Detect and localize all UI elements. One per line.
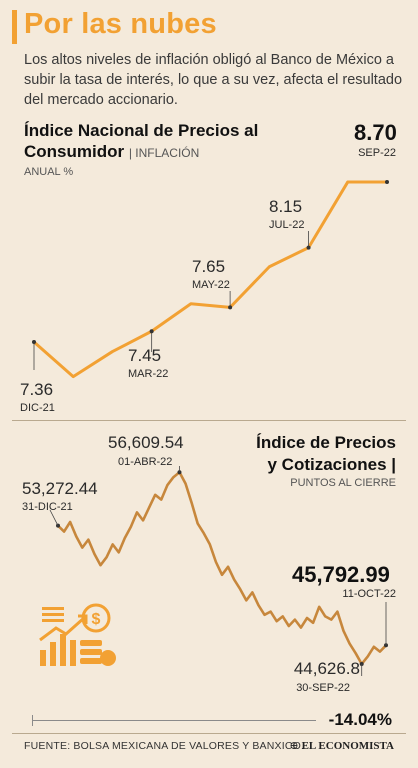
ipc-peak-date: 01-ABR-22 xyxy=(118,456,172,468)
inflation-callout-value: 7.65 xyxy=(192,257,225,276)
inflation-title-light: | INFLACIÓN xyxy=(128,146,200,160)
brand-logo: ⊕ EL ECONOMISTA xyxy=(289,740,394,752)
change-summary: -14.04% xyxy=(12,709,406,731)
ipc-latest-value: 45,792.99 xyxy=(292,562,390,587)
change-value: -14.04% xyxy=(328,710,392,729)
inflation-point-feb-22 xyxy=(111,350,114,353)
inflation-callout-dot xyxy=(228,305,233,310)
ipc-peak-value: 56,609.54 xyxy=(108,433,184,452)
inflation-callout-date: MAY-22 xyxy=(192,279,230,291)
inflation-callout-value: 8.15 xyxy=(269,197,302,216)
change-line xyxy=(32,720,316,721)
footer: FUENTE: BOLSA MEXICANA DE VALORES Y BANX… xyxy=(12,736,406,760)
inflation-callout-date: MAR-22 xyxy=(128,368,168,380)
page-subtitle: Los altos niveles de inflación obligó al… xyxy=(24,52,403,108)
inflation-callout-dot xyxy=(149,329,154,334)
ipc-start-date: 31-DIC-21 xyxy=(22,501,73,513)
ipc-units: PUNTOS AL CIERRE xyxy=(290,477,396,489)
inflation-point-abr-22 xyxy=(189,302,193,305)
inflation-callout-date: JUL-22 xyxy=(269,219,304,231)
svg-text:$: $ xyxy=(92,611,101,628)
ipc-title-line2: y Cotizaciones | xyxy=(267,455,396,474)
inflation-callout-dot xyxy=(32,340,36,344)
ipc-title-line1: Índice de Precios xyxy=(256,433,396,452)
ipc-min-value: 44,626.8 xyxy=(294,659,360,678)
inflation-point-ago-22 xyxy=(346,180,349,184)
inflation-callout-date: DIC-21 xyxy=(20,402,55,414)
title-accent-bar xyxy=(12,10,17,44)
brand-name: EL ECONOMISTA xyxy=(301,740,394,752)
ipc-line xyxy=(57,470,387,666)
ipc-chart-title: Índice de Precios y Cotizaciones | xyxy=(256,432,396,476)
inflation-line xyxy=(33,180,387,379)
source-note: FUENTE: BOLSA MEXICANA DE VALORES Y BANX… xyxy=(24,740,305,752)
inflation-last-dot xyxy=(385,179,389,184)
finance-growth-icon: $ xyxy=(39,603,116,666)
inflation-callout-dot xyxy=(306,245,311,250)
ipc-start-value: 53,272.44 xyxy=(22,479,98,498)
inflation-callout-value: 7.45 xyxy=(128,346,161,365)
inflation-chart-title: Índice Nacional de Precios al Consumidor… xyxy=(24,120,264,164)
inflation-units: ANUAL % xyxy=(24,166,74,178)
ipc-start-callout-line xyxy=(49,509,59,526)
ipc-min-date: 30-SEP-22 xyxy=(296,682,350,694)
inflation-point-jun-22 xyxy=(268,265,271,268)
page-title: Por las nubes xyxy=(24,8,217,40)
inflation-latest-value: 8.70 xyxy=(354,120,397,145)
inflation-point-ene-22 xyxy=(72,375,75,378)
inflation-last-date: SEP-22 xyxy=(358,147,396,159)
inflation-callout-value: 7.36 xyxy=(20,380,53,399)
inflation-title-bold: Índice Nacional de Precios al Consumidor xyxy=(24,121,259,161)
footer-divider xyxy=(12,733,406,734)
ipc-last-date: 11-OCT-22 xyxy=(342,588,396,600)
section-divider xyxy=(12,420,406,421)
